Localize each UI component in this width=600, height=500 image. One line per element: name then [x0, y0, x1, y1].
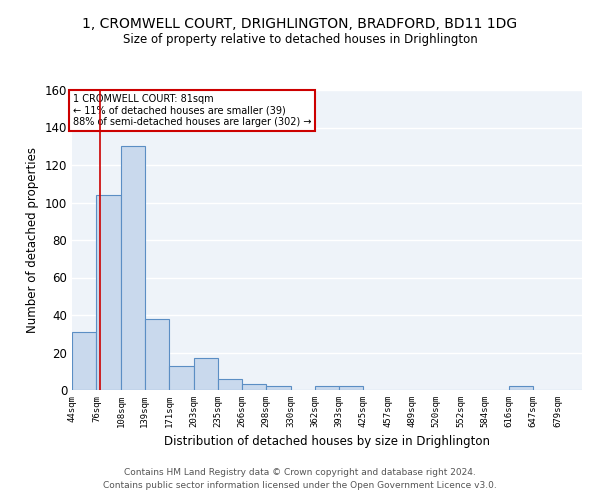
Bar — [97, 195, 121, 390]
Bar — [218, 379, 242, 390]
Bar — [169, 366, 194, 390]
Text: Size of property relative to detached houses in Drighlington: Size of property relative to detached ho… — [122, 32, 478, 46]
Bar — [315, 386, 339, 390]
X-axis label: Distribution of detached houses by size in Drighlington: Distribution of detached houses by size … — [164, 436, 490, 448]
Bar — [242, 384, 266, 390]
Text: 1 CROMWELL COURT: 81sqm
← 11% of detached houses are smaller (39)
88% of semi-de: 1 CROMWELL COURT: 81sqm ← 11% of detache… — [73, 94, 311, 127]
Bar — [339, 386, 364, 390]
Bar — [72, 332, 97, 390]
Bar — [145, 319, 169, 390]
Bar — [509, 386, 533, 390]
Bar — [266, 386, 290, 390]
Bar — [121, 146, 145, 390]
Text: Contains HM Land Registry data © Crown copyright and database right 2024.: Contains HM Land Registry data © Crown c… — [124, 468, 476, 477]
Text: 1, CROMWELL COURT, DRIGHLINGTON, BRADFORD, BD11 1DG: 1, CROMWELL COURT, DRIGHLINGTON, BRADFOR… — [82, 18, 518, 32]
Text: Contains public sector information licensed under the Open Government Licence v3: Contains public sector information licen… — [103, 480, 497, 490]
Y-axis label: Number of detached properties: Number of detached properties — [26, 147, 39, 333]
Bar — [194, 358, 218, 390]
